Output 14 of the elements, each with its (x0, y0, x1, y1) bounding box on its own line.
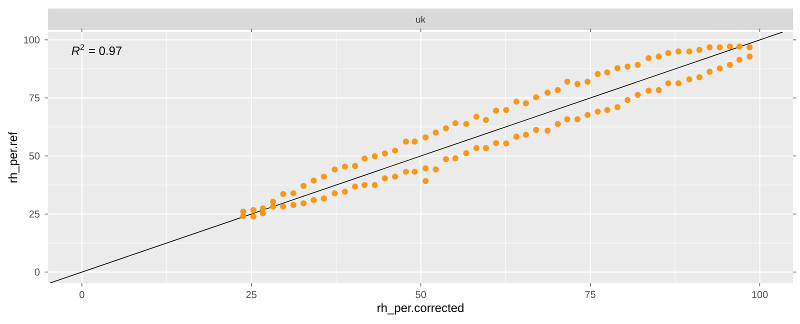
y-tick-label: 0 (34, 268, 40, 276)
x-tick-label: 100 (752, 291, 768, 298)
x-axis-title: rh_per.corrected (378, 303, 464, 314)
y-tick-label: 25 (29, 210, 40, 218)
y-tick-label: 75 (29, 94, 40, 102)
x-tick-label: 25 (246, 291, 257, 298)
chart-title: uk (416, 16, 426, 23)
y-axis-title: rh_per.ref (8, 132, 20, 182)
x-tick-label: 50 (416, 291, 426, 298)
annotation: R$^{2}$ = 0.97 (72, 44, 122, 56)
y-tick-label: 50 (29, 152, 40, 160)
x-tick-label: 0 (80, 291, 84, 298)
x-tick-label: 75 (585, 291, 596, 298)
y-tick-label: 100 (24, 36, 40, 44)
